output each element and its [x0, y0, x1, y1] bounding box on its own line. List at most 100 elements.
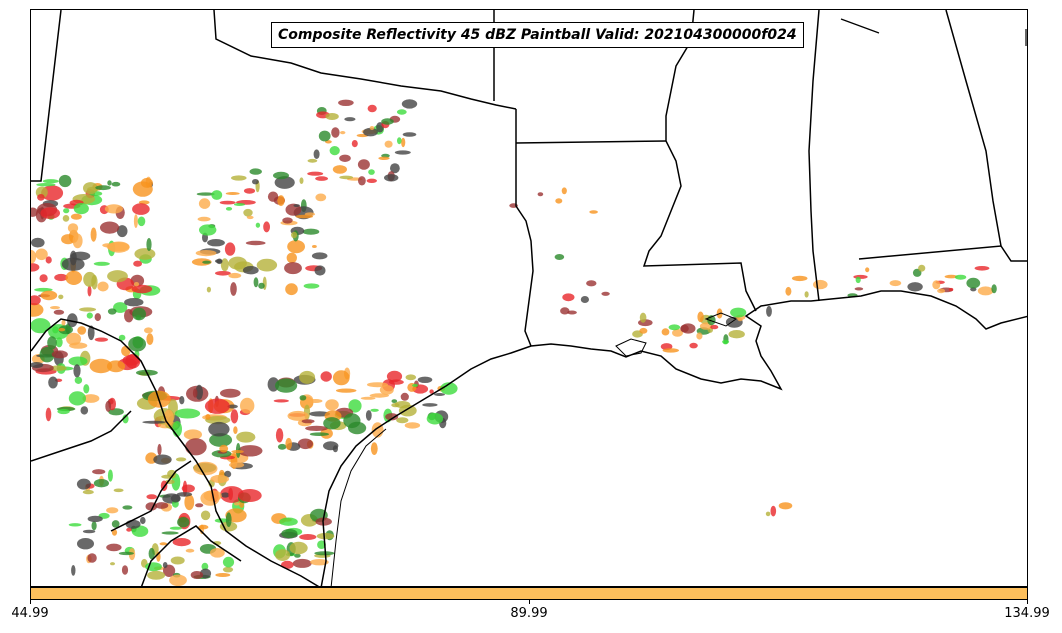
paintball-blob [176, 492, 193, 497]
paintball-blob [193, 461, 218, 476]
paintball-blob [65, 270, 83, 285]
paintball-blob [31, 263, 40, 272]
paintball-blob [57, 408, 70, 415]
paintball-blob [301, 419, 315, 424]
paintball-blob [245, 240, 266, 246]
paintball-blob [104, 204, 123, 214]
paintball-blob [128, 336, 146, 352]
paintball-blob [131, 284, 153, 294]
paintball-blob [68, 356, 88, 366]
paintball-blob [140, 516, 146, 525]
paintball-blob [412, 383, 419, 387]
border-ok-tx [213, 10, 517, 110]
paintball-blob [315, 176, 328, 181]
paintball-blob [697, 311, 704, 323]
paintball-blob [172, 421, 182, 437]
paintball-blob [918, 264, 926, 272]
paintball-blob [284, 262, 302, 275]
paintball-blob [111, 529, 118, 536]
paintball-blob [197, 216, 211, 222]
paintball-blob [36, 183, 56, 187]
paintball-blob [198, 524, 209, 530]
paintball-blob [87, 553, 97, 563]
paintball-blob [215, 573, 231, 577]
paintball-blob [586, 280, 597, 287]
paintball-blob [45, 407, 52, 422]
paintball-blob [40, 290, 58, 301]
paintball-blob [555, 198, 563, 204]
paintball-blob [639, 312, 647, 323]
paintball-blob [338, 99, 354, 107]
paintball-blob [299, 534, 317, 540]
paintball-blob [31, 250, 37, 264]
colorbar [30, 587, 1028, 600]
paintball-blob [274, 176, 295, 189]
paintball-blob [255, 222, 261, 228]
paintball-blob [68, 523, 82, 527]
paintball-blob [195, 384, 203, 400]
paintball-blob [307, 158, 318, 163]
colorbar-tick-mid [529, 600, 530, 604]
paintball-blob [94, 337, 109, 342]
paintball-blob [215, 259, 223, 263]
paintball-blob [401, 99, 418, 109]
paintball-blob [401, 137, 406, 148]
paintball-blob [52, 326, 59, 334]
paintball-blob [365, 410, 372, 421]
paintball-blob [295, 214, 314, 219]
paintball-blob [224, 242, 236, 256]
paintball-blob [202, 260, 212, 264]
paintball-blob [116, 225, 128, 238]
paintball-blob [47, 336, 57, 350]
paintball-blob [289, 541, 308, 555]
paintball-blob [61, 319, 66, 326]
paintball-blob [246, 215, 254, 220]
paintball-blob [348, 399, 362, 413]
paintball-blob [68, 391, 86, 406]
paintball-blob [580, 296, 590, 303]
paintball-blob [45, 256, 52, 264]
paintball-blob [80, 406, 89, 415]
paintball-blob [54, 273, 68, 282]
paintball-blob [191, 258, 212, 266]
paintball-blob [315, 193, 327, 202]
paintball-blob [236, 431, 256, 443]
paintball-blob [125, 519, 141, 529]
paintball-blob [58, 328, 66, 332]
paintball-blob [67, 223, 79, 233]
paintball-blob [91, 521, 97, 531]
paintball-blob [72, 233, 83, 249]
paintball-blob [87, 325, 95, 341]
paintball-blob [937, 288, 946, 294]
paintball-blob [231, 450, 244, 454]
paintball-blob [225, 192, 240, 195]
paintball-blob [417, 376, 433, 383]
paintball-blob [267, 191, 279, 202]
paintball-blob [153, 454, 172, 465]
paintball-blob [79, 307, 97, 312]
paintball-blob [89, 358, 113, 374]
paintball-blob [39, 347, 55, 363]
paintball-blob [331, 127, 340, 138]
paintball-blob [227, 404, 238, 409]
border-tx-la [515, 109, 534, 347]
paintball-blob [140, 177, 153, 188]
paintball-blob [396, 417, 409, 424]
paintball-blob [601, 291, 610, 296]
paintball-blob [70, 251, 91, 261]
paintball-blob [100, 221, 120, 234]
paintball-blob [220, 388, 241, 398]
map-canvas [31, 10, 1027, 586]
paintball-blob [95, 185, 111, 191]
paintball-blob [791, 275, 808, 282]
paintball-blob [434, 393, 445, 396]
paintball-blob [122, 505, 133, 510]
paintball-blob [230, 409, 239, 424]
paintball-blob [426, 412, 444, 425]
paintball-blob [192, 388, 198, 398]
paintball-blob [343, 413, 361, 429]
paintball-blob [39, 274, 48, 283]
paintball-blob [277, 195, 285, 207]
paintball-blob [243, 208, 253, 217]
paintball-blob [339, 175, 354, 180]
